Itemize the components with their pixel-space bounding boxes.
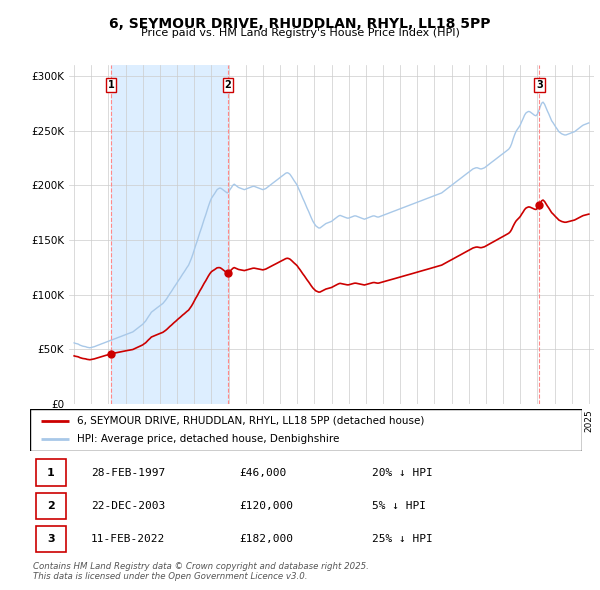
Text: 5% ↓ HPI: 5% ↓ HPI <box>372 501 426 511</box>
Text: £46,000: £46,000 <box>240 468 287 478</box>
Text: £182,000: £182,000 <box>240 534 294 544</box>
Text: 3: 3 <box>47 534 55 544</box>
Text: 2: 2 <box>224 80 232 90</box>
Text: 20% ↓ HPI: 20% ↓ HPI <box>372 468 433 478</box>
Text: HPI: Average price, detached house, Denbighshire: HPI: Average price, detached house, Denb… <box>77 434 339 444</box>
Bar <box>111 65 228 404</box>
Text: This data is licensed under the Open Government Licence v3.0.: This data is licensed under the Open Gov… <box>33 572 308 581</box>
Text: 1: 1 <box>107 80 115 90</box>
Text: Contains HM Land Registry data © Crown copyright and database right 2025.: Contains HM Land Registry data © Crown c… <box>33 562 369 571</box>
Text: 11-FEB-2022: 11-FEB-2022 <box>91 534 165 544</box>
Bar <box>35 493 66 519</box>
Text: 1: 1 <box>47 468 55 478</box>
Text: 2: 2 <box>47 501 55 511</box>
Text: Price paid vs. HM Land Registry's House Price Index (HPI): Price paid vs. HM Land Registry's House … <box>140 28 460 38</box>
Text: 6, SEYMOUR DRIVE, RHUDDLAN, RHYL, LL18 5PP (detached house): 6, SEYMOUR DRIVE, RHUDDLAN, RHYL, LL18 5… <box>77 416 424 426</box>
Bar <box>35 526 66 552</box>
Text: 28-FEB-1997: 28-FEB-1997 <box>91 468 165 478</box>
Text: 22-DEC-2003: 22-DEC-2003 <box>91 501 165 511</box>
Text: 25% ↓ HPI: 25% ↓ HPI <box>372 534 433 544</box>
Text: 3: 3 <box>536 80 542 90</box>
Text: 6, SEYMOUR DRIVE, RHUDDLAN, RHYL, LL18 5PP: 6, SEYMOUR DRIVE, RHUDDLAN, RHYL, LL18 5… <box>109 17 491 31</box>
Bar <box>35 460 66 486</box>
Text: £120,000: £120,000 <box>240 501 294 511</box>
